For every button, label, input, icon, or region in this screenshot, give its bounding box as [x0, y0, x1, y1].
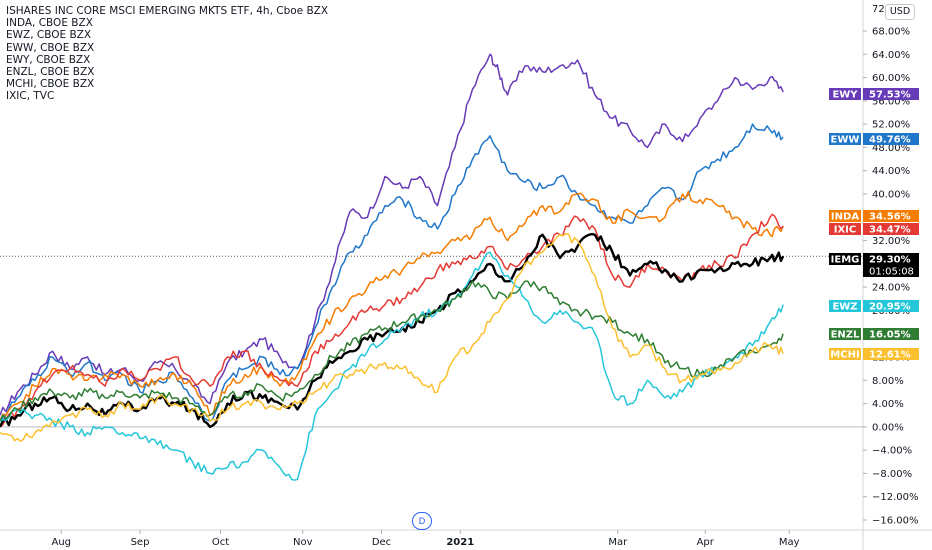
badge-inda: INDA 34.56% — [829, 210, 919, 223]
badge-name-bg — [829, 210, 861, 222]
y-tick-label: 40.00% — [872, 190, 910, 201]
y-tick-label: 44.00% — [872, 166, 910, 177]
y-tick-label: 8.00% — [872, 376, 904, 387]
series-line-mchi — [0, 233, 784, 443]
legend: ISHARES INC CORE MSCI EMERGING MKTS ETF,… — [6, 5, 328, 103]
badge-value: 57.53% — [869, 90, 911, 101]
badge-name: ENZL — [831, 330, 860, 341]
badge-value-bg — [863, 223, 919, 235]
y-tick-label: 60.00% — [872, 73, 910, 84]
series-line-eww — [0, 123, 784, 422]
series-line-ewy — [0, 53, 784, 416]
badge-enzl: ENZL 16.05% — [829, 328, 919, 341]
series-line-enzl — [0, 280, 784, 422]
badge-value: 49.76% — [869, 135, 911, 146]
badge-value: 34.47% — [869, 225, 911, 236]
badge-value-bg — [863, 348, 919, 360]
badge-value: 12.61% — [869, 350, 911, 361]
x-tick-label: 2021 — [446, 537, 474, 548]
y-tick-label: 48.00% — [872, 143, 910, 154]
badge-value: 20.95% — [869, 302, 911, 313]
badge-name: EWY — [832, 90, 858, 101]
y-tick-label: 56.00% — [872, 96, 910, 107]
last-value-badges: EWY 57.53% EWW 49.76% INDA 34.56% IXIC 34.47% IE… — [829, 88, 919, 361]
x-axis: Aug Sep Oct Nov Dec 2021 Mar Apr May — [51, 530, 800, 548]
series-line-ixic — [0, 213, 784, 428]
y-tick-label: 64.00% — [872, 50, 910, 61]
y-tick-label: 4.00% — [872, 399, 904, 410]
badge-value-bg — [863, 253, 919, 265]
badge-ewz: EWZ 20.95% — [829, 300, 919, 313]
x-tick-label: May — [779, 537, 800, 548]
badge-name: EWZ — [832, 302, 857, 313]
badge-name-bg — [829, 253, 861, 265]
legend-entry-ixic[interactable]: IXIC, TVC — [6, 90, 55, 103]
badge-name-bg — [829, 223, 861, 235]
x-tick-label: Aug — [51, 537, 71, 548]
badge-name: EWW — [831, 135, 860, 146]
badge-value-bg — [863, 300, 919, 312]
badge-name-bg — [829, 328, 861, 340]
badge-name: MCHI — [830, 350, 859, 361]
y-tick-label: −4.00% — [872, 446, 912, 457]
legend-entry-mchi[interactable]: MCHI, CBOE BZX — [6, 78, 95, 91]
badge-value: 29.30% — [869, 255, 911, 266]
badge-value: 16.05% — [869, 330, 911, 341]
badge-value-bg — [863, 133, 919, 145]
badge-name-bg — [829, 348, 861, 360]
badge-mchi: MCHI 12.61% — [829, 348, 919, 361]
x-tick-label: Oct — [212, 537, 229, 548]
y-tick-label: 0.00% — [872, 422, 904, 433]
series-layer — [0, 53, 785, 481]
legend-title[interactable]: ISHARES INC CORE MSCI EMERGING MKTS ETF,… — [6, 5, 329, 17]
x-tick-label: Nov — [293, 537, 313, 548]
badge-name: IEMG — [831, 255, 860, 266]
legend-entry-ewy[interactable]: EWY, CBOE BZX — [6, 53, 91, 66]
x-tick-label: Mar — [608, 537, 628, 548]
data-window-marker[interactable]: D — [412, 512, 432, 530]
badge-name: INDA — [831, 212, 859, 223]
badge-name-bg — [829, 88, 861, 100]
legend-entry-ewz[interactable]: EWZ, CBOE BZX — [6, 29, 92, 42]
y-tick-label: −8.00% — [872, 469, 912, 480]
series-line-inda — [0, 190, 784, 422]
badge-value: 34.56% — [869, 212, 911, 223]
y-tick-label: 32.00% — [872, 236, 910, 247]
badge-value-bg — [863, 328, 919, 340]
badge-ixic: IXIC 34.47% — [829, 223, 919, 236]
x-tick-label: Sep — [131, 537, 150, 548]
y-tick-label: 52.00% — [872, 120, 910, 131]
badge-name-bg — [829, 133, 861, 145]
badge-name-bg — [829, 300, 861, 312]
legend-entry-enzl[interactable]: ENZL, CBOE BZX — [6, 66, 95, 79]
badge-value-bg — [863, 88, 919, 100]
countdown-label: 01:05:08 — [869, 267, 914, 278]
badge-name: IXIC — [834, 225, 857, 236]
series-line-ewz — [0, 251, 784, 481]
y-tick-label-partial: 72 — [872, 4, 885, 15]
currency-button[interactable]: USD — [885, 4, 915, 20]
y-tick-label: −16.00% — [872, 516, 919, 527]
y-tick-label: −12.00% — [872, 492, 919, 503]
badge-value-bg — [863, 210, 919, 222]
badge-iemg: IEMG 29.30%01:05:08 — [829, 253, 919, 278]
y-tick-label: 68.00% — [872, 27, 910, 38]
badge-ewy: EWY 57.53% — [829, 88, 919, 101]
legend-entry-inda[interactable]: INDA, CBOE BZX — [6, 17, 93, 30]
x-tick-label: Dec — [372, 537, 391, 548]
legend-entry-eww[interactable]: EWW, CBOE BZX — [6, 41, 95, 54]
countdown-bg — [863, 265, 919, 277]
badge-eww: EWW 49.76% — [829, 133, 919, 146]
y-tick-label: 24.00% — [872, 283, 910, 294]
x-tick-label: Apr — [697, 537, 715, 548]
